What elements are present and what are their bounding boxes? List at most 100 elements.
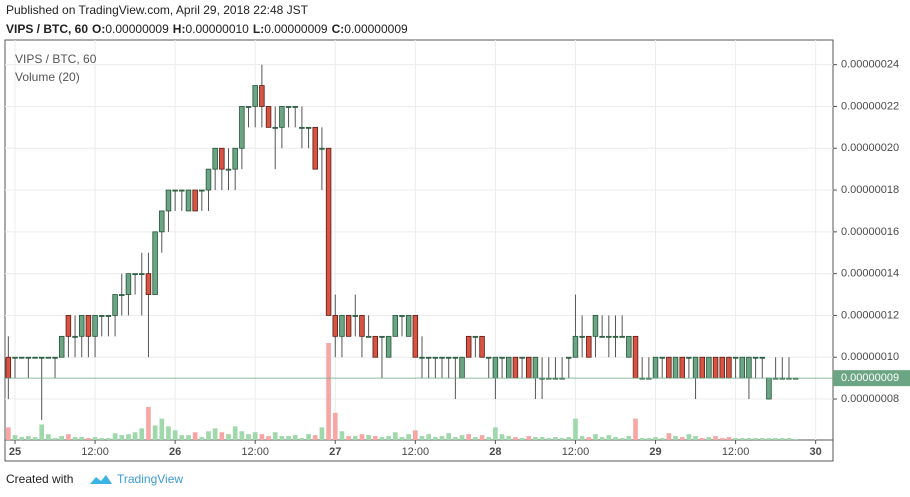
volume-bar (666, 433, 672, 440)
volume-bar (513, 437, 518, 440)
candle-body (105, 315, 112, 317)
volume-bar (659, 438, 665, 440)
candle-body (579, 335, 585, 338)
volume-bar (212, 428, 218, 440)
candle-body (25, 356, 32, 359)
volume-bar (52, 438, 58, 440)
volume-bar (292, 435, 298, 440)
volume-bar (433, 437, 438, 440)
volume-bar (566, 437, 572, 440)
candle-body (159, 210, 165, 233)
volume-bar (653, 437, 658, 440)
volume-bar (126, 434, 131, 440)
candle-body (732, 356, 739, 359)
ohlc-label: H: (173, 22, 186, 36)
candle-body (699, 356, 705, 379)
volume-bar (72, 437, 78, 440)
volume-bar (419, 436, 425, 440)
y-tick-label: 0.00000010 (841, 351, 899, 363)
volume-bar (286, 436, 291, 440)
volume-bar (593, 434, 598, 440)
volume-bar (479, 435, 485, 440)
candle-body (626, 335, 632, 358)
volume-bar (192, 432, 198, 440)
volume-bar (726, 437, 732, 440)
volume-bar (386, 436, 391, 440)
candle-body (99, 315, 105, 317)
candles (5, 64, 799, 420)
volume-bar (586, 437, 592, 440)
volume-bar (553, 437, 558, 440)
y-tick-label: 0.00000016 (841, 226, 899, 238)
volume-bar (232, 426, 238, 440)
candle-body (45, 356, 52, 359)
ohlc-value: 0.00000009 (264, 22, 328, 36)
volume-bar (686, 434, 692, 440)
candle-body (706, 356, 712, 379)
candle-body (566, 356, 572, 359)
candle-body (359, 315, 365, 337)
candle-body (152, 231, 158, 295)
x-tick-label: 12:00 (562, 446, 590, 458)
volume-bar (112, 433, 118, 440)
candle-body (78, 315, 85, 337)
candle-body (452, 356, 459, 359)
candle-body (185, 189, 192, 212)
volume-bar (226, 434, 231, 440)
candle-body (659, 356, 665, 359)
volume-bar (59, 436, 65, 440)
candle-body (526, 356, 532, 379)
volume-bar (699, 438, 705, 440)
volume-bar (239, 431, 245, 440)
volume-bar (453, 437, 458, 440)
candle-body (572, 335, 579, 358)
volume-bar (613, 437, 618, 440)
volume-bar (779, 438, 785, 440)
candle-body (512, 356, 519, 379)
ohlc-label: O: (92, 22, 105, 36)
volume-bar (693, 436, 698, 440)
candle-body (372, 335, 379, 358)
volume-bar (326, 343, 331, 440)
candle-body (5, 356, 12, 379)
footer-brand[interactable]: TradingView (117, 472, 183, 486)
volume-bar (399, 437, 405, 440)
volume-bar (12, 435, 18, 440)
candle-body (239, 106, 245, 149)
volume-bar (172, 430, 178, 440)
volume-bar (486, 437, 492, 440)
candle-body (766, 377, 772, 400)
volume-bar (119, 435, 125, 440)
last-price-box (833, 370, 910, 387)
volume-bar (32, 437, 38, 440)
volume-bar (406, 434, 411, 440)
volume-bar (546, 438, 552, 440)
candle-body (652, 356, 659, 379)
candle-body (292, 106, 298, 108)
ohlc-label: C: (332, 22, 345, 36)
plot-frame (4, 39, 834, 462)
candle-body (606, 335, 612, 338)
volume-bar (499, 434, 505, 440)
volume-bar (299, 438, 305, 440)
candle-body (599, 335, 605, 338)
volume (6, 343, 798, 440)
candle-body (352, 315, 359, 317)
volume-bar (159, 418, 165, 440)
volume-bar (506, 436, 512, 440)
volume-bar (706, 437, 712, 440)
candle-body (445, 356, 452, 359)
candle-body (272, 126, 278, 129)
volume-bar (186, 435, 191, 440)
ohlc-value: 0.00000010 (185, 22, 249, 36)
volume-bar (599, 437, 605, 440)
candle-body (38, 356, 45, 359)
volume-bar (466, 434, 472, 440)
candle-body (219, 147, 225, 170)
volume-bar (279, 436, 285, 440)
candle-body (312, 126, 318, 170)
candle-body (379, 335, 385, 338)
candle-body (332, 315, 339, 337)
x-tick-label: 29 (649, 446, 661, 458)
